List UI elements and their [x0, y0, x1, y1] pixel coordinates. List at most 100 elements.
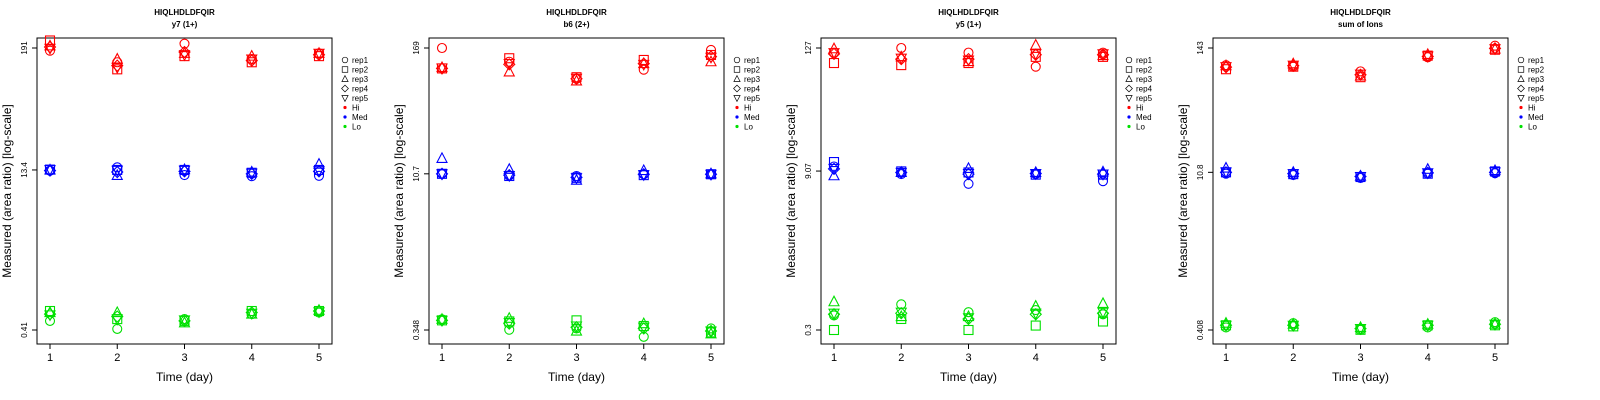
point-lo-rep3	[1421, 317, 1434, 329]
legend-rep1-icon	[1125, 56, 1133, 64]
point-hi-rep3	[436, 60, 448, 73]
x-axis-label: Time (day)	[940, 370, 997, 384]
legend-marker	[1517, 95, 1525, 103]
legend-label: rep4	[1136, 85, 1153, 94]
point-lo-rep5	[436, 315, 448, 328]
y-tick-label: 127	[804, 41, 813, 55]
legend-label: Lo	[1136, 123, 1145, 132]
legend-rep2-icon	[1517, 66, 1525, 73]
legend-label: rep3	[744, 75, 761, 84]
x-tick-label: 5	[708, 352, 714, 364]
legend-label: Lo	[744, 123, 753, 132]
point-lo-rep5	[962, 313, 975, 325]
legend-label: Hi	[1136, 104, 1144, 113]
chart-svg: HIQLHDLDFQIR sum of Ions 1 2 3 4 5 0.408 10.8 143…	[1176, 8, 1545, 384]
x-axis-label: Time (day)	[548, 370, 605, 384]
point-lo-rep5	[44, 310, 56, 322]
point-hi-rep5	[503, 59, 516, 71]
point-med-rep1	[179, 169, 190, 181]
point-hi-rep2	[963, 57, 974, 69]
x-tick-label: 2	[1290, 352, 1296, 364]
legend-rep2-icon	[341, 66, 349, 73]
chart-title: HIQLHDLDFQIR	[154, 8, 215, 17]
point-med-rep3	[962, 161, 975, 173]
y-tick-label: 191	[20, 41, 29, 55]
legend-marker	[733, 66, 741, 73]
legend-label: rep1	[744, 56, 761, 65]
y-axis-label: Measured (area ratio) [log-scale]	[1176, 104, 1190, 277]
x-tick-label: 1	[47, 352, 53, 364]
x-tick-label: 4	[249, 352, 255, 364]
legend-label: rep5	[744, 94, 761, 103]
point-hi-rep5	[1097, 49, 1109, 61]
legend-med-dot	[735, 115, 739, 119]
x-axis-label: Time (day)	[1332, 370, 1389, 384]
chart-panel-1: HIQLHDLDFQIR y7 (1+) 1 2 3 4 5 0.41 13.4 191 Time …	[0, 0, 400, 400]
legend-marker	[341, 66, 349, 73]
plot-frame	[1212, 37, 1509, 345]
x-tick-label: 3	[573, 352, 579, 364]
chart-panel-3: HIQLHDLDFQIR y5 (1+) 1 2 3 4 5 0.3 9.07 127 Time (…	[784, 0, 1184, 400]
point-lo-rep2	[1030, 320, 1041, 331]
point-lo-rep5	[1354, 324, 1367, 336]
legend-rep4-icon	[1517, 84, 1525, 93]
legend-label: rep5	[352, 94, 369, 103]
x-tick-label: 1	[439, 352, 445, 364]
point-med-rep1	[963, 178, 974, 189]
point-hi-rep3	[705, 55, 717, 67]
point-hi-rep3	[44, 39, 56, 51]
legend-med-dot	[343, 115, 347, 119]
legend-rep2-icon	[733, 66, 741, 73]
legend-rep4-icon	[1125, 84, 1133, 93]
chart-svg: HIQLHDLDFQIR y5 (1+) 1 2 3 4 5 0.3 9.07 127 Time (…	[784, 8, 1153, 384]
point-lo-rep5	[1287, 320, 1300, 332]
legend-label: rep1	[1136, 56, 1153, 65]
point-hi-rep3	[637, 56, 650, 69]
legend-rep5-icon	[1125, 95, 1133, 103]
legend-label: rep2	[352, 66, 369, 75]
x-tick-label: 3	[1357, 352, 1363, 364]
legend-label: Lo	[1528, 123, 1537, 132]
chart-panel-2: HIQLHDLDFQIR b6 (2+) 1 2 3 4 5 0.348 10.7 169 Time…	[392, 0, 792, 400]
chart-subtitle: y7 (1+)	[172, 20, 198, 29]
chart-title: HIQLHDLDFQIR	[546, 8, 607, 17]
point-med-rep3	[313, 157, 325, 169]
legend-marker	[341, 56, 349, 64]
point-lo-rep5	[1489, 319, 1501, 331]
point-hi-rep3	[503, 65, 516, 77]
point-lo-rep2	[963, 324, 974, 336]
point-med-rep3	[436, 151, 448, 163]
legend-label: rep5	[1528, 94, 1545, 103]
point-hi-rep5	[1287, 60, 1300, 72]
legend-marker	[341, 84, 349, 93]
point-med-rep5	[1354, 171, 1367, 184]
point-med-rep5	[828, 163, 840, 176]
point-med-rep5	[962, 168, 975, 181]
x-tick-label: 4	[1033, 352, 1039, 364]
point-med-rep5	[1421, 168, 1434, 180]
legend-label: Med	[1136, 113, 1152, 122]
legend-label: rep2	[1528, 66, 1545, 75]
x-tick-label: 4	[1425, 352, 1431, 364]
x-tick-label: 2	[114, 352, 120, 364]
point-hi-rep5	[1489, 44, 1501, 56]
point-med-rep5	[895, 167, 908, 180]
y-tick-label: 0.41	[20, 322, 29, 338]
point-hi-rep5	[111, 62, 124, 75]
x-tick-label: 1	[831, 352, 837, 364]
plot-frame	[36, 37, 333, 345]
point-med-rep3	[1220, 161, 1232, 173]
point-med-rep2	[828, 157, 840, 168]
x-tick-label: 1	[1223, 352, 1229, 364]
legend-label: Med	[1528, 113, 1544, 122]
point-med-rep3	[705, 167, 717, 179]
legend-rep5-icon	[341, 95, 349, 103]
legend-label: rep5	[1136, 94, 1153, 103]
y-axis-label: Measured (area ratio) [log-scale]	[0, 104, 14, 277]
point-hi-rep5	[570, 73, 583, 85]
y-tick-label: 0.3	[804, 324, 813, 336]
point-hi-rep1	[705, 44, 717, 55]
x-tick-label: 3	[965, 352, 971, 364]
point-hi-rep4	[245, 54, 259, 67]
